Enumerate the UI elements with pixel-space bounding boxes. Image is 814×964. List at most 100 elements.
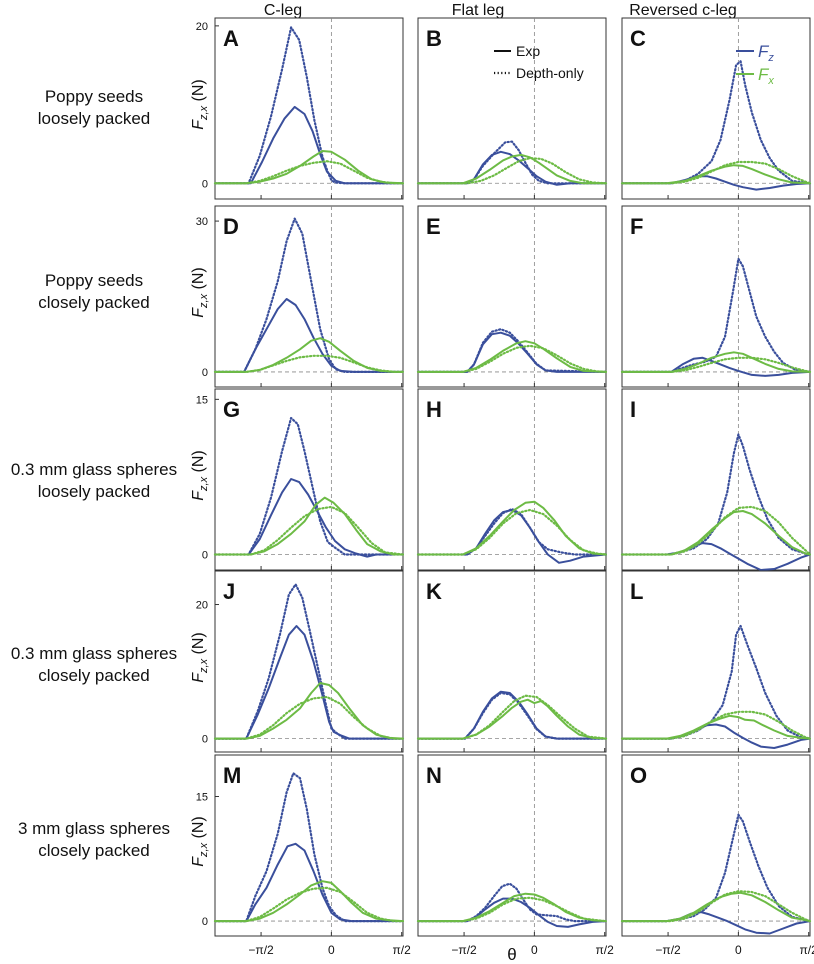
panel-g-letter: G — [223, 397, 240, 422]
panel-d-ytick-label: 0 — [202, 367, 208, 379]
panel-f-letter: F — [630, 214, 643, 239]
panel-e-letter: E — [426, 214, 441, 239]
panel-a-ytick-label: 0 — [202, 178, 208, 190]
panel-j-series-fz-depth-only — [213, 583, 405, 740]
panel-f-series-fz-depth-only — [620, 257, 812, 373]
row-label-line2: closely packed — [38, 666, 150, 685]
panel-f-series-fx-depth-only — [620, 356, 812, 373]
panel-a-ylabel: Fz,x (N) — [190, 79, 210, 130]
panel-o-series-fx-exp — [621, 891, 811, 923]
row-label-0: Poppy seeds loosely packed — [0, 86, 188, 130]
panel-g-series-fx-exp — [214, 496, 404, 556]
panel-m-frame — [214, 754, 404, 937]
panel-k-series-fz-depth-only — [416, 691, 608, 740]
panel-b-series-fx-depth-only — [416, 157, 608, 185]
row-label-line1: 0.3 mm glass spheres — [10, 460, 178, 479]
panel-k-frame — [417, 570, 607, 753]
panel-g-series-fz-depth-only — [213, 416, 405, 556]
panel-n-series-fx-depth-only — [416, 896, 608, 923]
panel-d-letter: D — [223, 214, 239, 239]
panel-e-frame — [417, 205, 607, 388]
panel-c-series-fx-depth-only — [620, 160, 812, 185]
legend-fz-label: Fz — [758, 42, 774, 64]
row-label-line1: Poppy seeds — [44, 271, 144, 290]
panel-a-frame — [214, 17, 404, 200]
panel-e-series-fx-depth-only — [416, 344, 608, 373]
panel-a-letter: A — [223, 26, 239, 51]
panel-o-xtick-label: 0 — [735, 943, 742, 957]
panel-d-ylabel: Fz,x (N) — [190, 267, 210, 318]
panel-n-xtick-label: 0 — [531, 943, 538, 957]
panel-n-xtick-label: −π/2 — [451, 943, 477, 957]
legend-fx-label: Fx — [758, 65, 774, 87]
panel-j-ytick-label: 0 — [202, 734, 208, 746]
panel-m-ytick-label: 0 — [202, 916, 208, 928]
panel-f-series-fz-exp — [621, 356, 811, 377]
row-label-2: 0.3 mm glass spheres loosely packed — [0, 459, 188, 503]
panel-l-letter: L — [630, 579, 643, 604]
panel-j-series-fx-depth-only — [213, 695, 405, 740]
panel-b-series-fx-exp — [417, 153, 607, 185]
row-label-line2: closely packed — [38, 841, 150, 860]
panel-i-frame — [621, 388, 811, 571]
panel-c-letter: C — [630, 26, 646, 51]
panel-d-ytick-label: 30 — [196, 216, 208, 228]
column-title-flat-leg: Flat leg — [451, 2, 505, 19]
x-axis-label: θ — [507, 945, 516, 964]
panel-m-xtick-label: π/2 — [393, 943, 412, 957]
row-label-1: Poppy seeds closely packed — [0, 270, 188, 314]
panel-n-xtick-label: π/2 — [596, 943, 615, 957]
panel-d-series-fx-depth-only — [213, 354, 405, 373]
panel-i-series-fx-exp — [621, 510, 811, 556]
panel-m-letter: M — [223, 763, 241, 788]
panel-j-frame — [214, 570, 404, 753]
panel-o-series-fz-depth-only — [620, 813, 812, 923]
panel-h-frame — [417, 388, 607, 571]
panel-m-series-fz-depth-only — [213, 772, 405, 923]
panel-a-series-fz-depth-only — [213, 26, 405, 185]
legend-exp-label: Exp — [516, 43, 540, 59]
panel-j-ylabel: Fz,x (N) — [190, 632, 210, 683]
panel-m-ylabel: Fz,x (N) — [190, 816, 210, 867]
panel-o-letter: O — [630, 763, 647, 788]
panel-n-letter: N — [426, 763, 442, 788]
legend-depth-only-label: Depth-only — [516, 65, 584, 81]
row-label-line2: closely packed — [38, 293, 150, 312]
panel-a-ytick-label: 20 — [196, 21, 208, 33]
panel-g-frame — [214, 388, 404, 571]
panel-b-frame — [417, 17, 607, 200]
row-label-line1: Poppy seeds — [44, 87, 144, 106]
panel-b-letter: B — [426, 26, 442, 51]
panel-d-series-fz-depth-only — [213, 217, 405, 373]
panel-c-series-fz-depth-only — [620, 60, 812, 185]
panel-e-series-fz-depth-only — [416, 328, 608, 373]
panel-j-ytick-label: 20 — [196, 600, 208, 612]
column-title-reversed-c-leg: Reversed c-leg — [629, 2, 737, 19]
row-label-line2: loosely packed — [37, 482, 151, 501]
panel-k-letter: K — [426, 579, 442, 604]
panel-g-ytick-label: 0 — [202, 549, 208, 561]
panel-k-series-fx-depth-only — [416, 694, 608, 740]
row-label-4: 3 mm glass spheres closely packed — [0, 818, 188, 862]
panel-o-xtick-label: −π/2 — [655, 943, 681, 957]
panel-m-series-fx-depth-only — [213, 886, 405, 923]
panel-m-xtick-label: −π/2 — [248, 943, 274, 957]
panel-h-series-fx-depth-only — [416, 508, 608, 556]
row-label-line1: 0.3 mm glass spheres — [10, 644, 178, 663]
panel-m-series-fx-exp — [214, 880, 404, 923]
row-label-line1: 3 mm glass spheres — [17, 819, 171, 838]
panel-l-series-fx-depth-only — [620, 710, 812, 740]
panel-f-series-fx-exp — [621, 351, 811, 373]
column-title-c-leg: C-leg — [263, 2, 303, 19]
panel-m-ytick-label: 15 — [196, 792, 208, 804]
panel-g-ytick-label: 15 — [196, 394, 208, 406]
row-label-3: 0.3 mm glass spheres closely packed — [0, 643, 188, 687]
panel-m-xtick-label: 0 — [328, 943, 335, 957]
panel-j-letter: J — [223, 579, 235, 604]
panel-g-ylabel: Fz,x (N) — [190, 450, 210, 501]
panel-o-series-fx-depth-only — [620, 890, 812, 923]
row-label-line2: loosely packed — [37, 109, 151, 128]
panel-h-series-fz-depth-only — [416, 507, 608, 556]
panel-d-frame — [214, 205, 404, 388]
